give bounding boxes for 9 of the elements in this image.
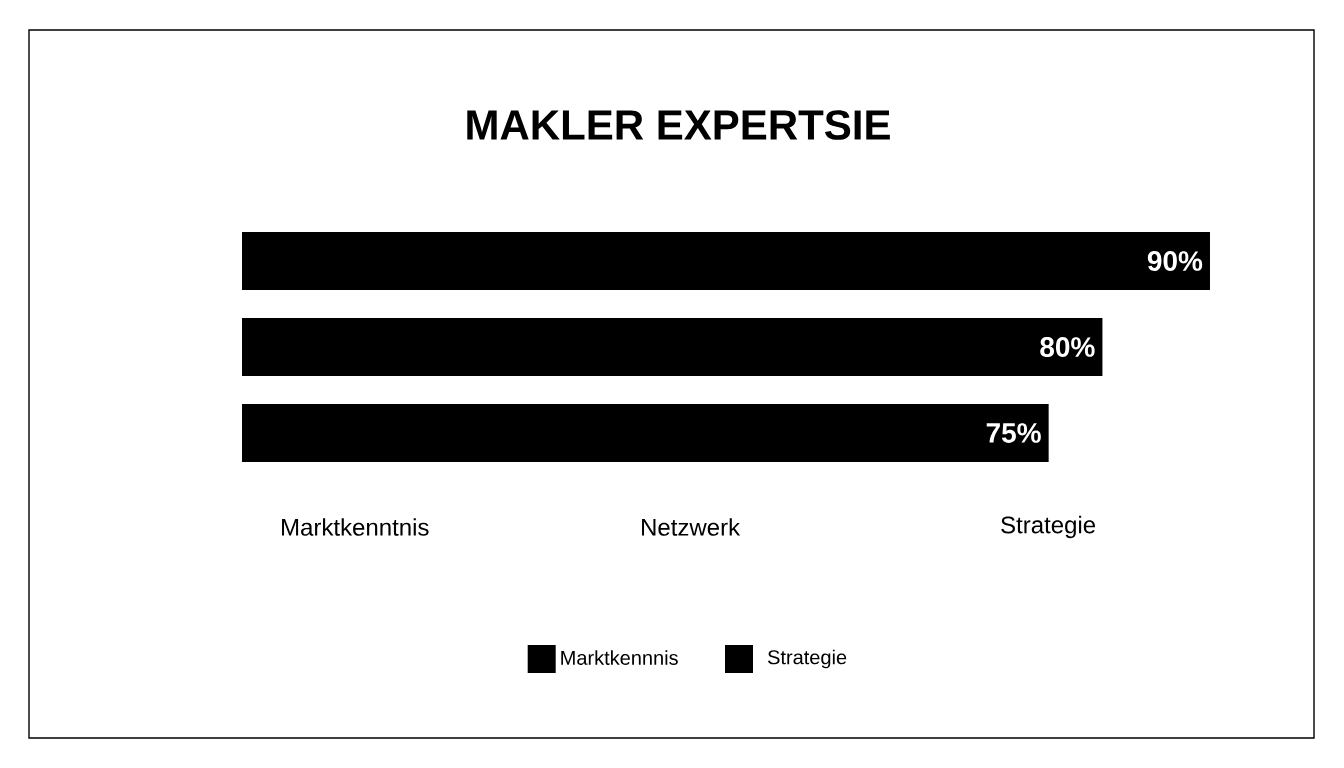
data-label: 75% [986,423,1041,443]
text: Marktkenntnis [282,518,429,536]
legend-label: Marktkennnis [561,650,678,665]
data-label: 90% [1147,251,1203,271]
text: Netzwerk [642,518,741,536]
data-label: 80% [1040,337,1095,357]
text: Strategie [1001,515,1096,539]
chart-title: MAKLER EXPERTSIE [467,110,890,140]
text: Strategie [767,649,847,669]
